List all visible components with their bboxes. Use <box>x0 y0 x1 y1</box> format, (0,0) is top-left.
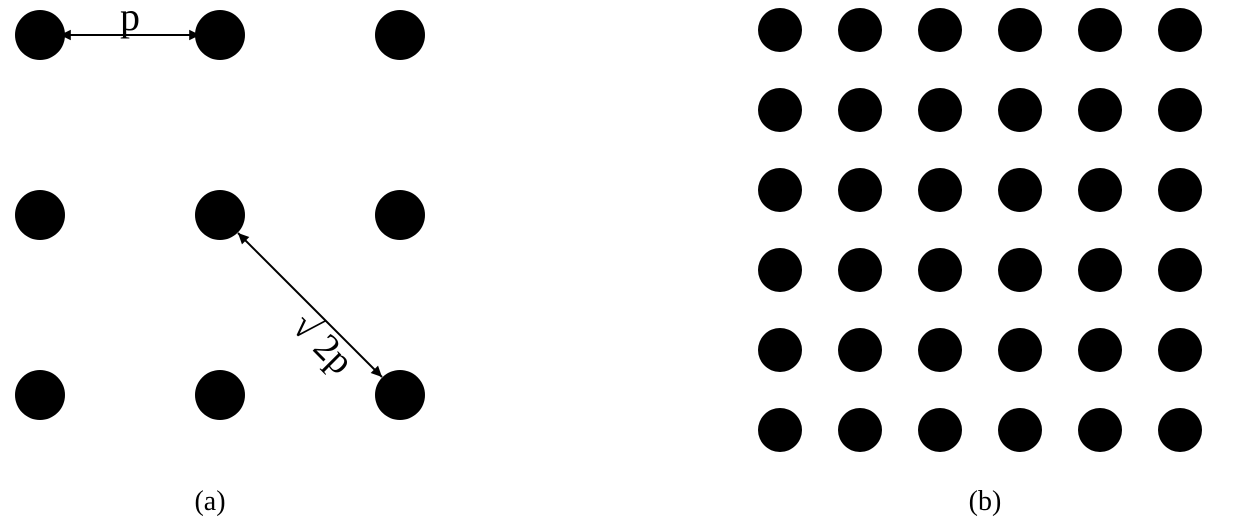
dot <box>758 168 802 212</box>
dot <box>1078 88 1122 132</box>
dot <box>918 248 962 292</box>
dot <box>838 88 882 132</box>
dot <box>998 8 1042 52</box>
dot <box>195 370 245 420</box>
dot <box>838 8 882 52</box>
dot <box>918 328 962 372</box>
dot <box>918 88 962 132</box>
dot <box>1078 328 1122 372</box>
dot <box>998 88 1042 132</box>
dot <box>838 168 882 212</box>
dot <box>1158 248 1202 292</box>
dot <box>838 248 882 292</box>
dot <box>918 408 962 452</box>
caption-a: (a) <box>194 486 225 517</box>
panel-a: p √ 2p (a) <box>15 0 425 517</box>
dot <box>998 168 1042 212</box>
dot <box>838 408 882 452</box>
dot <box>1078 408 1122 452</box>
dot <box>918 168 962 212</box>
dot <box>758 408 802 452</box>
dot <box>1078 168 1122 212</box>
dot <box>758 248 802 292</box>
dot <box>15 190 65 240</box>
dot <box>1078 248 1122 292</box>
dot <box>15 10 65 60</box>
label-p: p <box>120 0 140 39</box>
label-root2p: √ 2p <box>284 305 362 383</box>
dot <box>1158 328 1202 372</box>
dot <box>195 190 245 240</box>
dot <box>15 370 65 420</box>
dot <box>1158 168 1202 212</box>
dot <box>758 88 802 132</box>
dot <box>998 408 1042 452</box>
dot <box>918 8 962 52</box>
dot <box>375 10 425 60</box>
dot <box>1158 8 1202 52</box>
panel-b: (b) <box>758 8 1202 517</box>
dot <box>758 8 802 52</box>
caption-b: (b) <box>969 486 1002 517</box>
figure-root: p √ 2p (a) (b) <box>0 0 1239 529</box>
dot <box>758 328 802 372</box>
dot <box>195 10 245 60</box>
dot <box>375 190 425 240</box>
dot <box>998 248 1042 292</box>
dot <box>838 328 882 372</box>
dot <box>375 370 425 420</box>
dot <box>1158 88 1202 132</box>
dot-grid-b <box>758 8 1202 452</box>
dot <box>998 328 1042 372</box>
dot <box>1078 8 1122 52</box>
dot <box>1158 408 1202 452</box>
